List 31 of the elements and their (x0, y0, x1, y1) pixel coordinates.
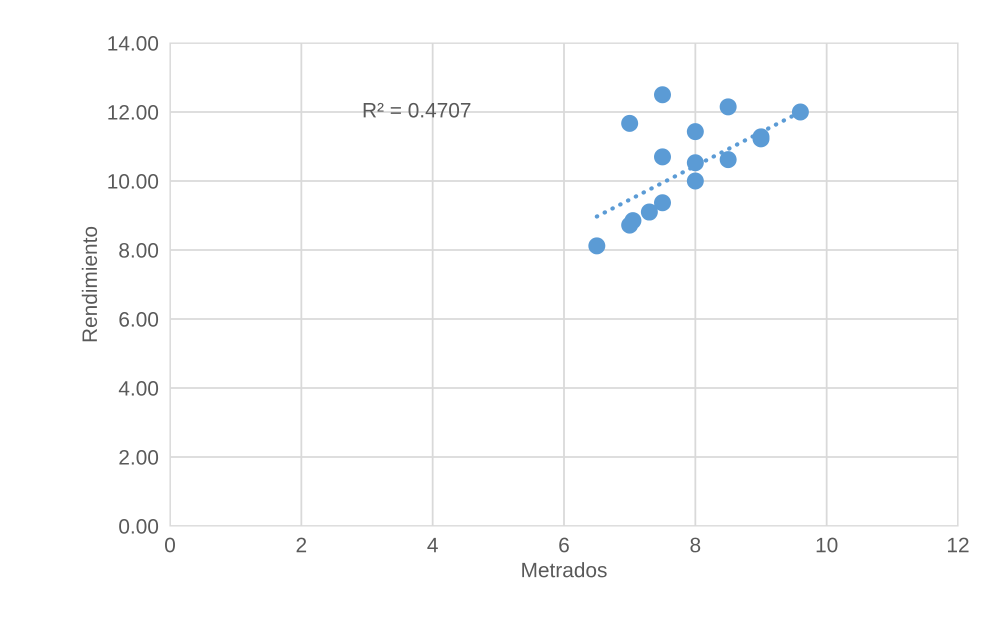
y-tick-label: 2.00 (119, 450, 158, 465)
y-tick-label: 8.00 (119, 243, 158, 258)
x-tick-label: 12 (948, 538, 969, 552)
y-tick-label: 0.00 (119, 519, 158, 534)
y-tick-label: 14.00 (108, 36, 158, 51)
x-tick-label: 0 (165, 538, 175, 552)
annotation: R² = 0.4707 (364, 102, 470, 118)
point (624, 212, 642, 230)
x-tick-label: 4 (427, 538, 438, 552)
point (640, 204, 658, 221)
x-tick-label: 6 (559, 538, 569, 552)
point (720, 98, 737, 116)
point (654, 148, 672, 166)
y-tick-label: 4.00 (118, 381, 158, 396)
y-tick-label: 12.00 (108, 105, 158, 120)
x-axis-title: Metrados (522, 562, 607, 578)
point (720, 151, 737, 168)
y-tick-label: 6.00 (119, 312, 158, 327)
point (686, 172, 704, 190)
x-tick-label: 2 (296, 538, 306, 552)
point (792, 103, 809, 121)
y-tick-label: 10.00 (108, 174, 158, 189)
point (686, 154, 704, 172)
point (588, 237, 606, 254)
point (621, 114, 638, 132)
point (686, 123, 704, 140)
y-axis-title: Rendimiento (82, 226, 98, 342)
point (654, 194, 672, 212)
x-tick-label: 10 (816, 538, 838, 552)
point (654, 86, 672, 104)
x-tick-label: 8 (690, 538, 700, 552)
